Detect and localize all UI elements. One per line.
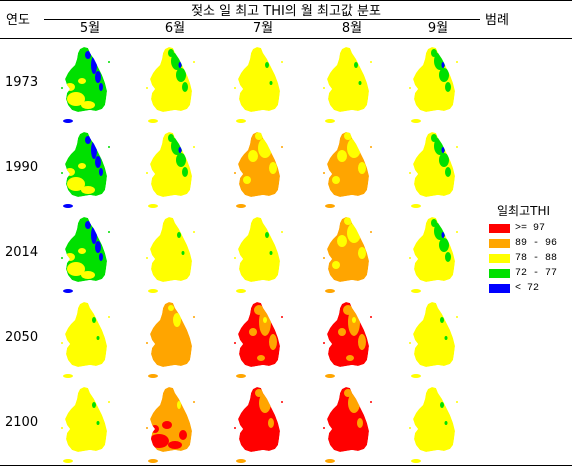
thi-map-1973-8 bbox=[323, 47, 372, 123]
legend-column-header: 범례 bbox=[485, 13, 509, 28]
legend-label: 89 - 96 bbox=[515, 238, 558, 249]
thi-map-2100-7 bbox=[234, 387, 283, 463]
year-label-2050: 2050 bbox=[5, 330, 39, 345]
legend-swatch-yellow bbox=[489, 254, 510, 263]
month-header-august: 8월 bbox=[341, 21, 363, 36]
legend-label: >= 97 bbox=[515, 223, 546, 234]
month-header-july: 7월 bbox=[252, 21, 274, 36]
legend-title: 일최고THI bbox=[497, 204, 551, 218]
thi-map-2100-8 bbox=[323, 387, 372, 463]
year-label-1973: 1973 bbox=[5, 75, 39, 90]
legend-label: 78 - 88 bbox=[515, 253, 558, 264]
thi-map-1973-7 bbox=[234, 47, 283, 123]
thi-map-1990-7 bbox=[234, 132, 283, 208]
legend-swatch-green bbox=[489, 269, 510, 278]
figure-title: 젖소 일 최고 THI의 월 최고값 분포 bbox=[191, 4, 381, 19]
legend-item: 89 - 96 bbox=[489, 236, 569, 251]
thi-map-1990-6 bbox=[146, 132, 195, 208]
legend-item: 72 - 77 bbox=[489, 266, 569, 281]
year-label-2100: 2100 bbox=[5, 415, 39, 430]
legend-item: >= 97 bbox=[489, 221, 569, 236]
thi-map-1973-9 bbox=[409, 47, 458, 123]
thi-map-2050-5 bbox=[61, 302, 110, 378]
year-label-2014: 2014 bbox=[5, 245, 39, 260]
thi-map-1990-9 bbox=[409, 132, 458, 208]
year-column-header: 연도 bbox=[6, 13, 30, 28]
top-rule bbox=[0, 0, 572, 1]
legend-item: 78 - 88 bbox=[489, 251, 569, 266]
legend-label: < 72 bbox=[515, 283, 540, 294]
thi-map-2050-8 bbox=[323, 302, 372, 378]
month-header-may: 5월 bbox=[79, 21, 101, 36]
legend-swatch-blue bbox=[489, 284, 510, 293]
legend-swatch-red bbox=[489, 224, 510, 233]
thi-map-1973-6 bbox=[146, 47, 195, 123]
bottom-rule bbox=[0, 465, 572, 466]
header-underline bbox=[44, 19, 480, 20]
thi-map-2050-6 bbox=[146, 302, 195, 378]
thi-map-1990-5 bbox=[61, 132, 110, 208]
thi-map-1973-5 bbox=[61, 47, 110, 123]
thi-map-2014-9 bbox=[409, 217, 458, 293]
header-bottom-rule bbox=[0, 38, 572, 39]
legend-item: < 72 bbox=[489, 281, 569, 296]
legend-swatch-orange bbox=[489, 239, 510, 248]
thi-map-2014-5 bbox=[61, 217, 110, 293]
thi-map-2050-7 bbox=[234, 302, 283, 378]
year-label-1990: 1990 bbox=[5, 160, 39, 175]
thi-map-2014-6 bbox=[146, 217, 195, 293]
thi-map-2100-5 bbox=[61, 387, 110, 463]
legend: 일최고THI >= 97 89 - 96 78 - 88 72 - 77 < 7… bbox=[489, 204, 569, 296]
thi-map-2050-9 bbox=[409, 302, 458, 378]
thi-map-2100-6 bbox=[146, 387, 195, 463]
thi-map-1990-8 bbox=[323, 132, 372, 208]
thi-map-2100-9 bbox=[409, 387, 458, 463]
thi-map-2014-7 bbox=[234, 217, 283, 293]
month-header-september: 9월 bbox=[427, 21, 449, 36]
thi-map-2014-8 bbox=[323, 217, 372, 293]
month-header-june: 6월 bbox=[164, 21, 186, 36]
legend-label: 72 - 77 bbox=[515, 268, 558, 279]
